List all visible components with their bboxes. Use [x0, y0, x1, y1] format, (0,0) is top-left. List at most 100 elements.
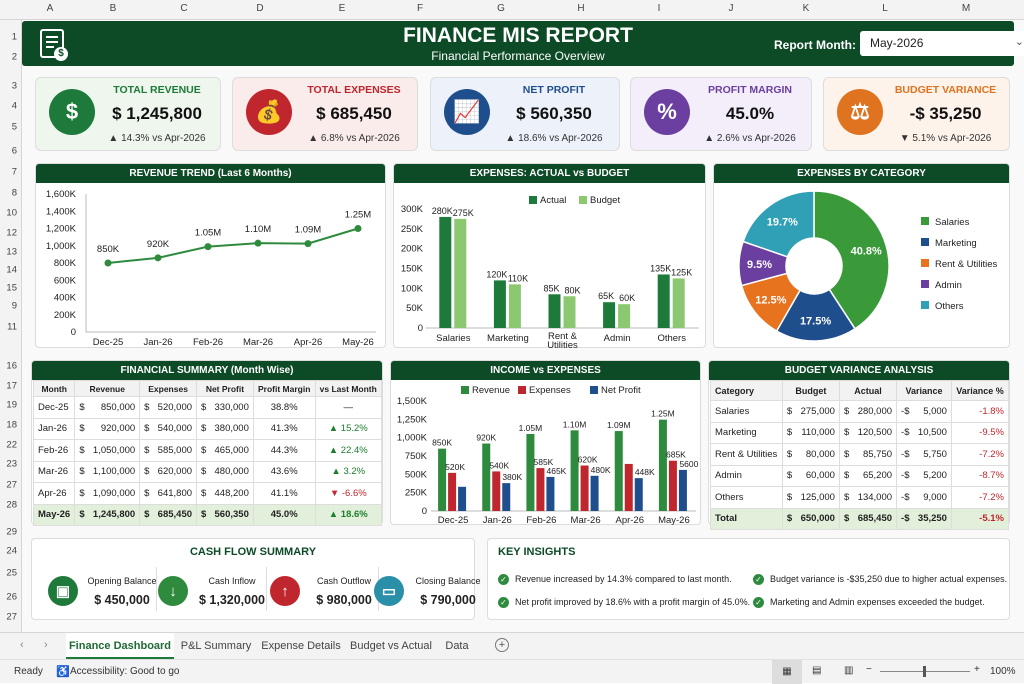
- row-header[interactable]: 19: [6, 399, 17, 411]
- cell: $: [196, 482, 211, 505]
- cell: 35,250: [913, 507, 952, 530]
- income-expenses-panel: INCOME vs EXPENSES 0 250K 500K 750K 1,000K 1,…: [390, 360, 701, 526]
- data-label: 920K: [476, 433, 496, 443]
- tab-3[interactable]: Budget vs Actual: [350, 640, 432, 652]
- column-header-L[interactable]: L: [882, 3, 888, 14]
- pie-slice: [742, 190, 815, 258]
- row-header[interactable]: 10: [6, 207, 17, 219]
- zoom-out-icon[interactable]: −: [866, 664, 872, 675]
- row-header[interactable]: 15: [6, 282, 17, 294]
- row-header[interactable]: 9: [11, 300, 17, 312]
- sheet-tab-bar: ‹ › Finance Dashboard P&L Summary Expense …: [0, 632, 1024, 659]
- row-header[interactable]: 7: [11, 166, 17, 178]
- y-tick-label: 1,000K: [46, 241, 77, 252]
- row-header[interactable]: 2: [11, 51, 17, 63]
- row-header[interactable]: 27: [6, 479, 17, 491]
- add-sheet-icon[interactable]: +: [495, 638, 509, 652]
- cell: $: [781, 464, 797, 487]
- page-layout-icon[interactable]: ▤: [812, 665, 822, 676]
- row-header[interactable]: 16: [6, 360, 17, 372]
- row-header[interactable]: 8: [11, 187, 17, 199]
- expenses-category-panel: EXPENSES BY CATEGORY 40.8% 17.5% 12.5% 9.5%…: [713, 163, 1010, 348]
- row-header[interactable]: 28: [6, 499, 17, 511]
- data-point: [204, 243, 212, 251]
- row-header[interactable]: 17: [6, 380, 17, 392]
- row-header[interactable]: 18: [6, 419, 17, 431]
- status-accessibility[interactable]: Accessibility: Good to go: [70, 666, 180, 677]
- column-header-F[interactable]: F: [416, 3, 424, 14]
- row-header[interactable]: 26: [6, 591, 17, 603]
- row-header[interactable]: 3: [11, 80, 17, 92]
- row-header[interactable]: 11: [7, 321, 17, 333]
- column-header-I[interactable]: I: [657, 3, 661, 14]
- insight-item: ✓ Marketing and Admin expenses exceeded t…: [753, 597, 985, 609]
- scroll-right-icon[interactable]: ›: [44, 639, 48, 651]
- summary-header: Month: [32, 380, 76, 397]
- zoom-level[interactable]: 100%: [990, 666, 1016, 677]
- tab-4[interactable]: Data: [445, 640, 469, 652]
- row-header[interactable]: 6: [11, 145, 17, 157]
- row-header[interactable]: 1: [11, 31, 17, 43]
- row-header[interactable]: 25: [6, 567, 17, 579]
- column-header-bar: A B C D E F G H I J K L M: [0, 0, 1024, 20]
- expenses-budget-panel: EXPENSES: ACTUAL vs BUDGET 0 50K 100K 150K 2…: [393, 163, 706, 349]
- cell: Dec-25: [32, 396, 76, 419]
- legend-swatch-budget: [579, 196, 587, 204]
- cell: 5,200: [913, 464, 952, 487]
- row-header-bar: 1 2 3 4 5 6 7 10 12 13 14 15 9 11 8 16 17 19 18 22 23 27 28 29 2…: [0, 20, 22, 632]
- column-header-D[interactable]: D: [256, 3, 264, 14]
- row-header[interactable]: 14: [6, 264, 17, 276]
- column-header-A[interactable]: A: [46, 3, 54, 14]
- cell: $: [74, 460, 89, 483]
- normal-view-icon[interactable]: ▦: [772, 660, 802, 684]
- page-break-icon[interactable]: ▥: [844, 665, 854, 676]
- data-label: 448K: [635, 467, 655, 477]
- row-header[interactable]: 27: [6, 611, 17, 623]
- divider: [156, 567, 157, 611]
- cell: ▲ 22.4%: [314, 439, 383, 462]
- column-header-M[interactable]: M: [961, 3, 971, 14]
- card-icon: ▭: [374, 576, 404, 606]
- data-label: 1.09M: [607, 420, 631, 430]
- cell: 650,000: [796, 507, 840, 530]
- divider: [266, 567, 267, 611]
- row-header[interactable]: 22: [6, 439, 17, 451]
- row-header[interactable]: 13: [6, 246, 17, 258]
- tab-0[interactable]: Finance Dashboard: [66, 633, 174, 659]
- column-header-C[interactable]: C: [180, 3, 188, 14]
- cell: -7.2%: [950, 486, 1010, 509]
- column-header-K[interactable]: K: [802, 3, 810, 14]
- row-header[interactable]: 4: [11, 100, 17, 112]
- bar-net-profit: [546, 476, 555, 511]
- legend-swatch: [921, 217, 929, 225]
- column-header-B[interactable]: B: [109, 3, 117, 14]
- scroll-left-icon[interactable]: ‹: [20, 639, 24, 651]
- cell: $: [139, 439, 154, 462]
- column-header-E[interactable]: E: [338, 3, 346, 14]
- tab-2[interactable]: Expense Details: [261, 640, 341, 652]
- tab-1[interactable]: P&L Summary: [180, 640, 252, 652]
- trend-chart-icon: 📈: [444, 89, 490, 135]
- zoom-slider[interactable]: [880, 666, 970, 677]
- row-header[interactable]: 12: [6, 227, 17, 239]
- row-header[interactable]: 23: [6, 458, 17, 470]
- row-header[interactable]: 5: [11, 121, 17, 133]
- x-tick-label: Apr-26: [294, 337, 323, 348]
- cell: 480,000: [210, 460, 254, 483]
- column-header-G[interactable]: G: [497, 3, 505, 14]
- zoom-in-icon[interactable]: +: [974, 664, 980, 675]
- x-tick-label: Jan-26: [483, 515, 512, 526]
- column-header-H[interactable]: H: [577, 3, 585, 14]
- row-header[interactable]: 24: [6, 545, 17, 557]
- column-header-J[interactable]: J: [728, 3, 734, 14]
- insight-text: Revenue increased by 14.3% compared to l…: [515, 574, 732, 584]
- report-month-select[interactable]: May-2026 ⌄: [860, 31, 1024, 56]
- cell: 620,000: [153, 460, 198, 483]
- cell: $: [196, 417, 211, 440]
- data-label: 465K: [546, 466, 566, 476]
- row-header[interactable]: 29: [6, 526, 17, 538]
- chevron-down-icon[interactable]: ⌄: [1014, 36, 1024, 48]
- cell: 43.6%: [252, 460, 316, 483]
- insight-item: ✓ Revenue increased by 14.3% compared to …: [498, 574, 732, 586]
- kpi-value: -$ 35,250: [909, 104, 982, 123]
